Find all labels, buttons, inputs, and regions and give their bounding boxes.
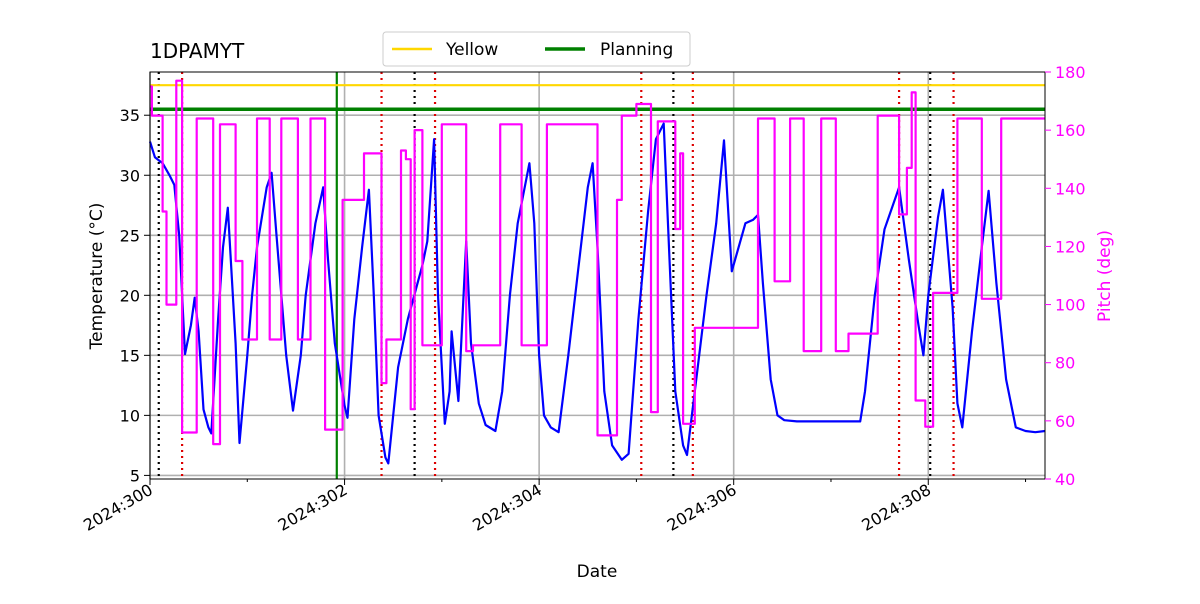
x-axis-label: Date xyxy=(577,562,618,582)
y2-tick-label: 180 xyxy=(1055,63,1086,82)
y-tick-label: 20 xyxy=(120,286,140,305)
y-tick-label: 25 xyxy=(120,226,140,245)
y2-tick-label: 80 xyxy=(1055,354,1075,373)
series-line-pitch xyxy=(150,79,1045,446)
chart-title: 1DPAMYT xyxy=(150,39,245,63)
y2-tick-label: 40 xyxy=(1055,470,1075,489)
limit-lines xyxy=(150,84,1045,111)
y2-tick-label: 120 xyxy=(1055,237,1086,256)
y-tick-label: 35 xyxy=(120,106,140,125)
legend-box xyxy=(382,31,691,67)
legend-label-planning: Planning xyxy=(600,40,673,60)
y-tick-label: 5 xyxy=(130,466,140,485)
y-tick-label: 10 xyxy=(120,406,140,425)
legend: Yellow Planning xyxy=(382,31,691,67)
legend-label-yellow: Yellow xyxy=(445,40,498,60)
plot-frame xyxy=(149,71,1046,480)
y-tick-label: 15 xyxy=(120,346,140,365)
series-layer xyxy=(148,79,1046,465)
y2-tick-label: 140 xyxy=(1055,179,1086,198)
y2-axis: 40 60 80 100 120 140 160 180 xyxy=(1045,63,1086,489)
y-tick-label: 30 xyxy=(120,166,140,185)
y2-axis-label: Pitch (deg) xyxy=(1095,230,1115,322)
y-axis-label: Temperature (°C) xyxy=(87,203,107,351)
y2-tick-label: 100 xyxy=(1055,296,1086,315)
y-axis: 5 10 15 20 25 30 35 xyxy=(120,106,150,485)
y2-tick-label: 160 xyxy=(1055,121,1086,140)
y2-tick-label: 60 xyxy=(1055,412,1075,431)
